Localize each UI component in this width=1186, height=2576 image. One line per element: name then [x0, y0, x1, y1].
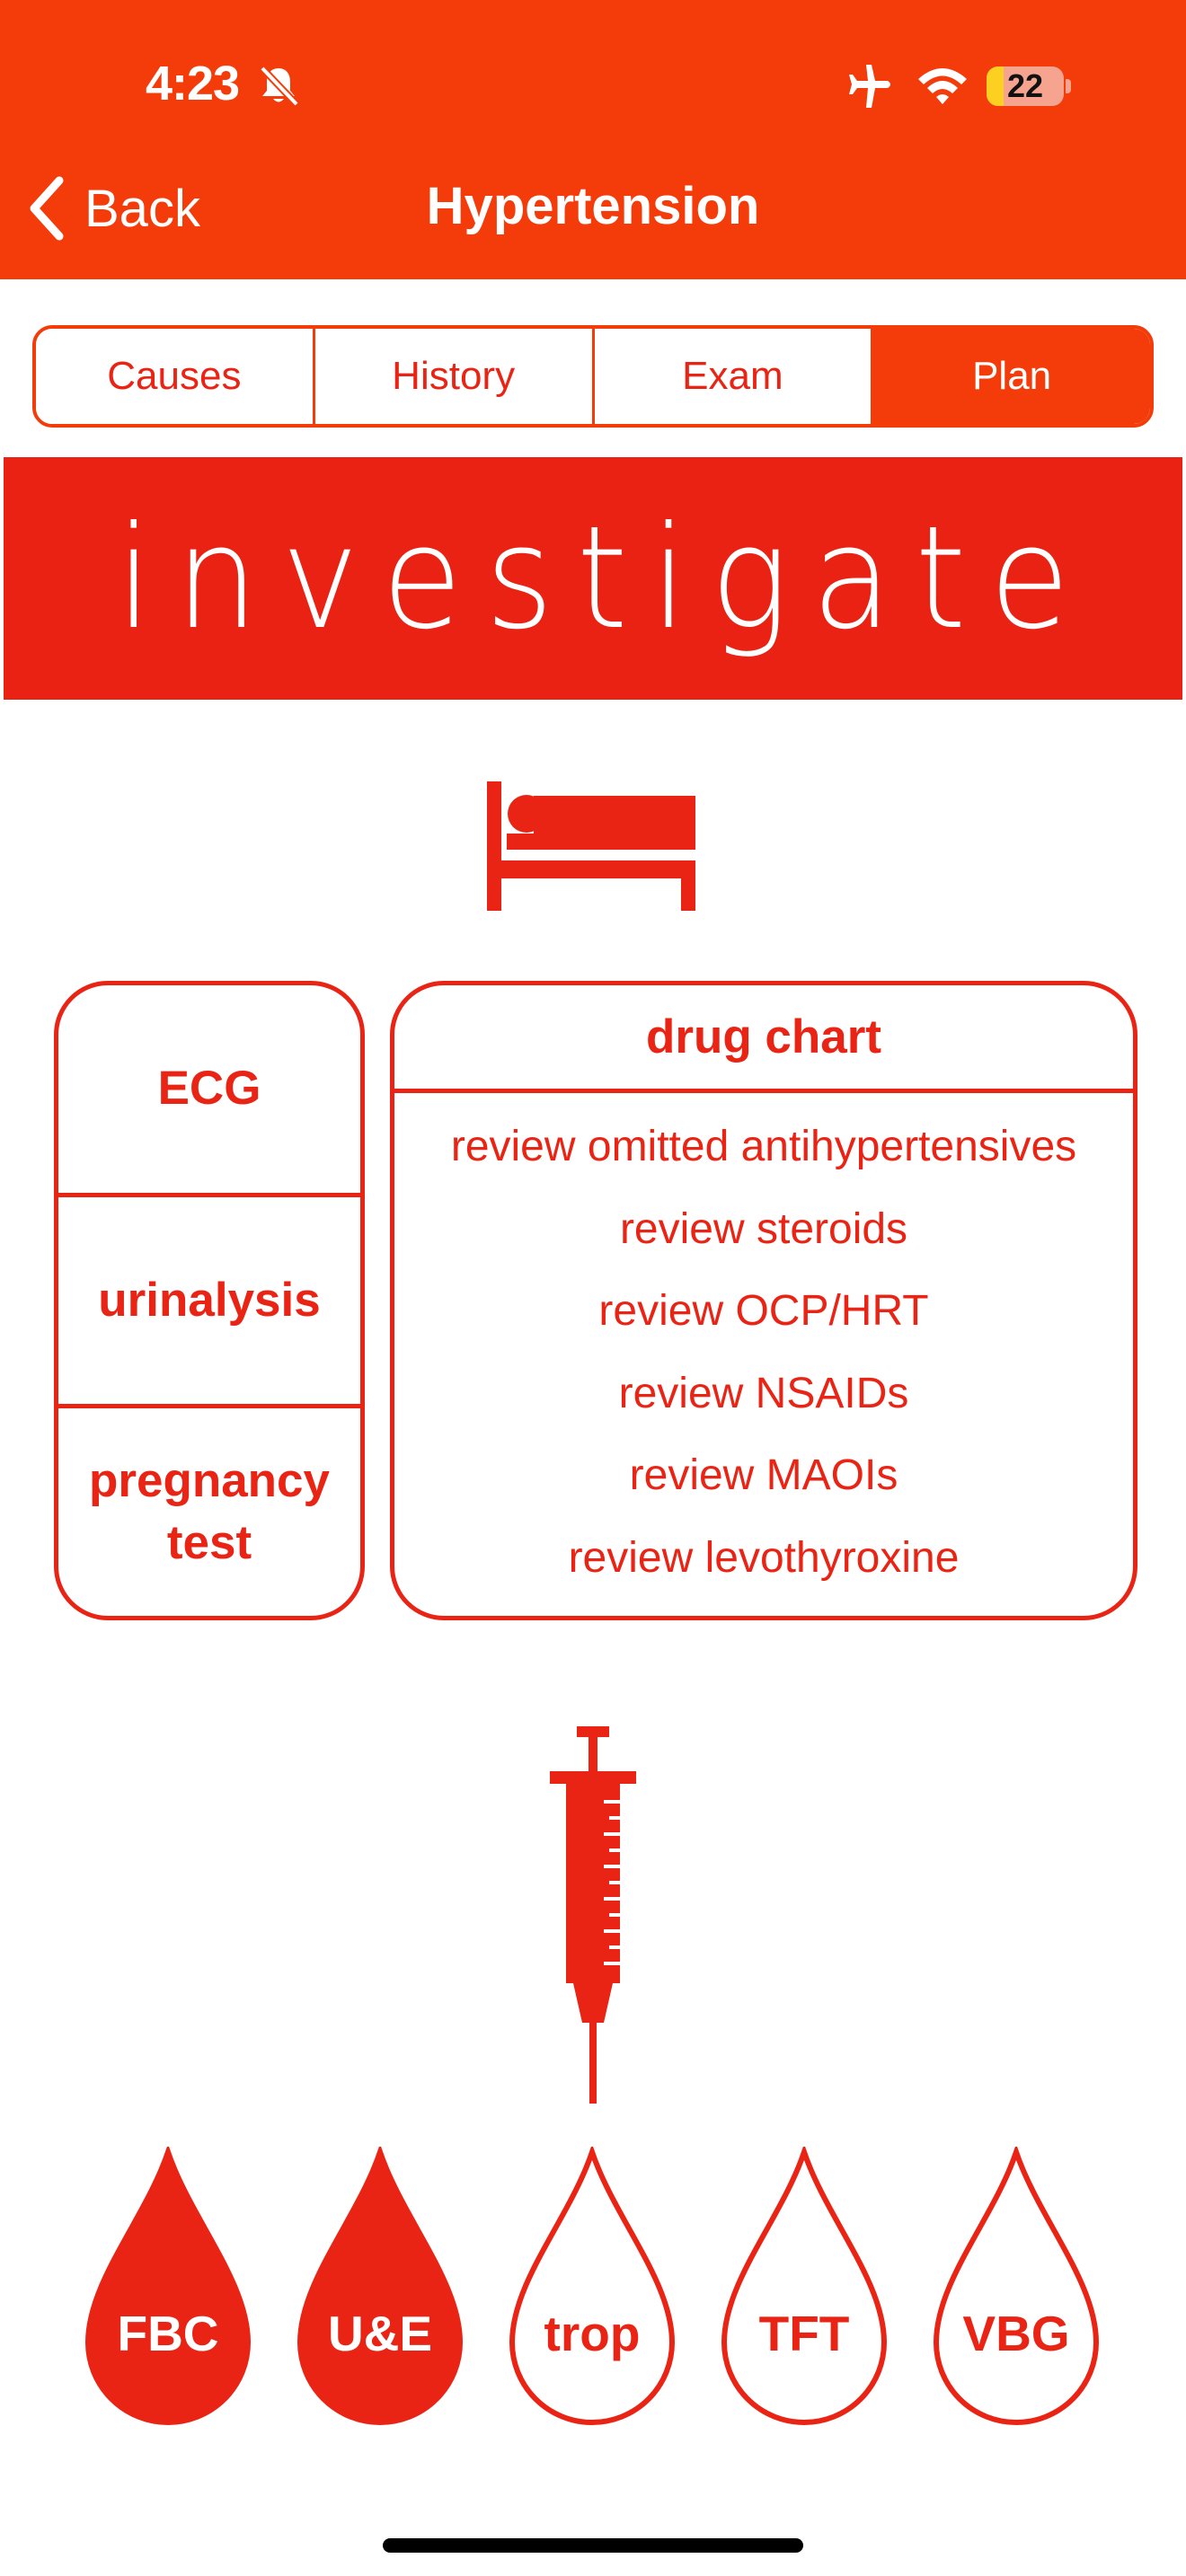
list-item[interactable]: review steroids: [619, 1204, 908, 1253]
list-item[interactable]: review OCP/HRT: [598, 1287, 929, 1336]
blood-test-label: U&E: [327, 2306, 433, 2361]
syringe-icon: [550, 1726, 636, 2104]
blood-test-trop[interactable]: trop: [507, 2147, 677, 2425]
battery-indicator: 22: [987, 66, 1064, 106]
section-banner: investigate: [4, 457, 1182, 700]
section-tabs: Causes History Exam Plan: [32, 325, 1154, 428]
blood-test-vbg[interactable]: VBG: [931, 2147, 1102, 2425]
drug-chart-panel: drug chart review omitted antihypertensi…: [390, 981, 1137, 1620]
patient-bed-icon: [487, 781, 695, 911]
status-time: 4:23: [146, 57, 240, 110]
tab-causes[interactable]: Causes: [36, 329, 315, 424]
banner-title: investigate: [116, 496, 1093, 661]
tab-plan[interactable]: Plan: [873, 329, 1150, 424]
test-pregnancy[interactable]: pregnancy test: [88, 1453, 331, 1569]
list-item[interactable]: review MAOIs: [629, 1451, 898, 1500]
airplane-icon: [849, 65, 890, 108]
list-item[interactable]: review omitted antihypertensives: [450, 1123, 1077, 1171]
wifi-icon: [918, 68, 967, 104]
back-label: Back: [84, 179, 200, 238]
back-button[interactable]: Back: [25, 171, 200, 246]
tab-exam[interactable]: Exam: [594, 329, 874, 424]
blood-tests-row: FBC U&E trop TFT VBG: [0, 2147, 1186, 2425]
blood-test-label: trop: [544, 2306, 641, 2361]
blood-test-ue[interactable]: U&E: [295, 2147, 465, 2425]
drug-chart-title: drug chart: [394, 985, 1133, 1093]
page-title: Hypertension: [426, 177, 760, 235]
blood-drop-icon: [84, 2147, 252, 2425]
bell-slash-icon: [260, 66, 299, 107]
nav-header: 4:23 22 Back Hypertension: [0, 0, 1186, 279]
home-indicator[interactable]: [383, 2538, 803, 2553]
battery-level: 22: [1006, 67, 1044, 104]
battery-fill: [987, 66, 1004, 106]
blood-drop-icon: [933, 2147, 1100, 2425]
blood-drop-icon: [296, 2147, 464, 2425]
blood-drop-icon: [721, 2147, 888, 2425]
blood-test-fbc[interactable]: FBC: [83, 2147, 253, 2425]
blood-test-tft[interactable]: TFT: [719, 2147, 890, 2425]
blood-drop-icon: [509, 2147, 676, 2425]
blood-test-label: VBG: [962, 2306, 1070, 2361]
drug-chart-list: review omitted antihypertensives review …: [394, 1093, 1133, 1599]
test-ecg[interactable]: ECG: [58, 985, 360, 1197]
test-urinalysis[interactable]: urinalysis: [58, 1197, 360, 1409]
tab-history[interactable]: History: [314, 329, 595, 424]
battery-cap: [1066, 79, 1071, 93]
list-item[interactable]: review NSAIDs: [618, 1369, 909, 1417]
list-item[interactable]: review levothyroxine: [568, 1533, 960, 1582]
chevron-left-icon: [30, 176, 64, 241]
bedside-tests-panel: ECG urinalysis pregnancy test: [54, 981, 365, 1620]
blood-test-label: TFT: [758, 2306, 850, 2361]
blood-test-label: FBC: [117, 2306, 219, 2361]
